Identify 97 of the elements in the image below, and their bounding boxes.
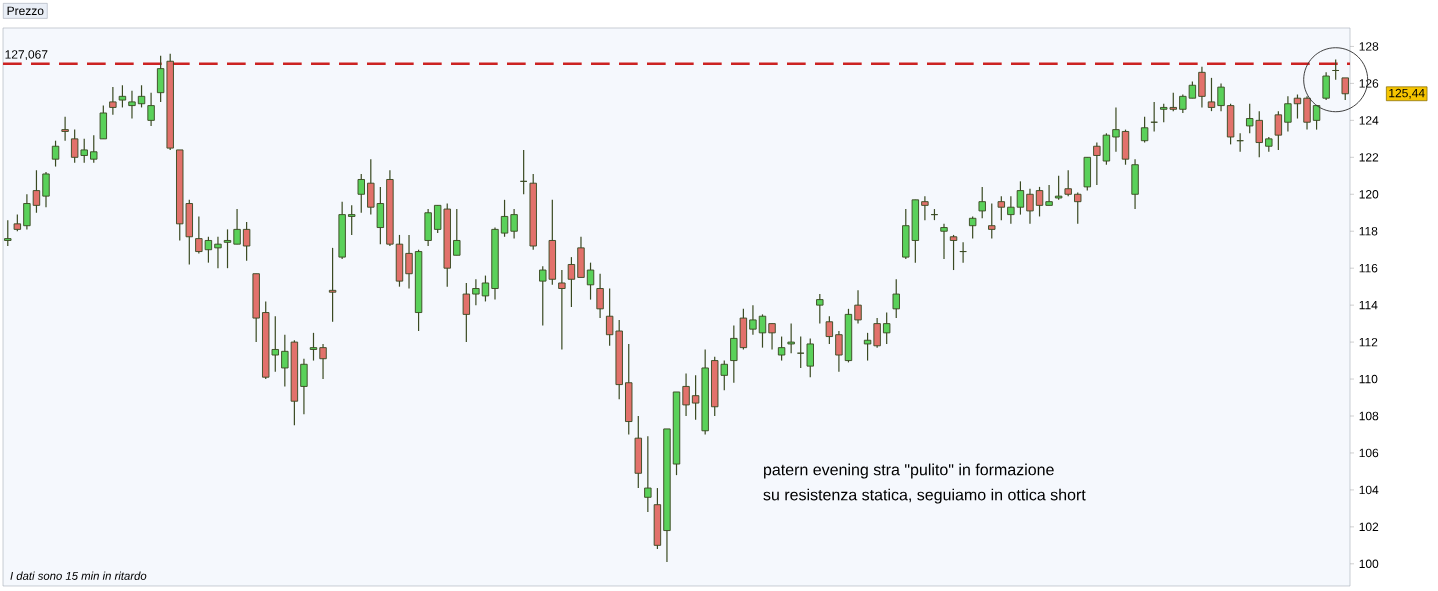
candlestick — [347, 204, 356, 236]
candlestick — [118, 84, 127, 109]
y-tick-label: 108 — [1359, 411, 1379, 421]
candlestick — [357, 173, 365, 214]
candlestick — [968, 215, 977, 240]
candlestick — [1341, 77, 1349, 101]
candlestick — [1054, 175, 1063, 201]
candlestick — [978, 186, 986, 219]
candlestick — [242, 221, 251, 262]
candlestick — [1093, 141, 1101, 186]
candlestick — [1112, 106, 1120, 153]
candlestick — [787, 323, 795, 354]
candlestick — [23, 193, 31, 230]
y-tick-label: 110 — [1359, 374, 1378, 384]
candlestick — [462, 282, 471, 343]
candlestick — [510, 208, 518, 240]
candlestick — [1312, 104, 1321, 131]
candlestick — [558, 269, 566, 351]
candlestick — [988, 202, 996, 240]
candlestick — [204, 236, 213, 264]
candlestick — [319, 343, 327, 380]
candlestick — [51, 140, 60, 168]
text: 125,44 — [1389, 88, 1425, 99]
candlestick — [32, 169, 41, 214]
candlestick — [309, 332, 318, 362]
candlestick — [195, 215, 203, 255]
candlestick — [1217, 82, 1225, 112]
candlestick — [300, 358, 308, 415]
candlestick — [128, 90, 136, 120]
candlestick — [481, 274, 490, 303]
candlestick — [453, 208, 461, 256]
y-tick-label: 126 — [1359, 79, 1379, 88]
candlestick — [777, 335, 786, 362]
candlestick — [1274, 110, 1283, 151]
candlestick — [1035, 186, 1044, 218]
y-tick-label: 102 — [1359, 522, 1379, 532]
candlestick — [682, 372, 690, 417]
candlestick — [758, 313, 767, 349]
candlestick — [90, 134, 98, 164]
candlestick — [500, 199, 509, 238]
candlestick — [816, 293, 824, 325]
candlestick — [949, 234, 958, 271]
candlestick — [586, 262, 595, 301]
y-tick-label: 120 — [1359, 190, 1379, 199]
candlestick — [873, 317, 881, 349]
candlestick — [328, 247, 337, 323]
candlestick — [997, 195, 1006, 221]
annotation: su resistenza statica, seguiamo in ottica short — [763, 488, 1086, 504]
candlestick — [233, 208, 241, 245]
candlestick — [147, 92, 155, 127]
candlestick — [109, 86, 117, 116]
candlestick — [854, 289, 862, 325]
candlestick — [940, 223, 948, 260]
candlestick — [596, 273, 604, 319]
annotation: I dati sono 15 min in ritardo — [10, 571, 147, 580]
candlestick — [214, 236, 222, 269]
candlestick — [567, 256, 576, 308]
candlestick — [1207, 77, 1216, 112]
candlestick — [892, 278, 900, 319]
annotation: patern evening stra "pulito" in formazione — [764, 463, 1054, 479]
candlestick — [61, 116, 69, 142]
candlestick — [472, 278, 480, 306]
y-tick-label: 112 — [1359, 337, 1378, 347]
candlestick — [1026, 188, 1034, 225]
y-tick-label: 122 — [1359, 153, 1379, 162]
candlestick — [137, 84, 146, 109]
candlestick — [882, 311, 891, 345]
candlestick — [405, 234, 413, 290]
candlestick — [921, 195, 929, 221]
y-tick-label: 128 — [1359, 42, 1379, 51]
chart-title: Prezzo — [7, 6, 44, 16]
candlestick — [806, 337, 814, 378]
candlestick — [1322, 71, 1330, 101]
candlestick — [768, 323, 776, 351]
candlestick — [863, 332, 872, 362]
candlestick — [1284, 95, 1292, 133]
candlestick — [1016, 180, 1025, 216]
candlestick — [4, 219, 12, 247]
candlestick — [835, 330, 843, 373]
ref-line-label: 127,067 — [5, 50, 48, 61]
y-tick-label: 100 — [1359, 559, 1379, 569]
candlestick — [1064, 169, 1072, 197]
candlestick — [1140, 116, 1149, 144]
y-tick-label: 114 — [1359, 301, 1378, 310]
y-tick-label: 118 — [1359, 226, 1378, 236]
candlestick — [749, 304, 757, 336]
y-tick-label: 106 — [1359, 448, 1379, 458]
candlestick — [1045, 184, 1053, 206]
candlestick — [223, 228, 232, 269]
y-tick-label: 104 — [1359, 485, 1379, 495]
candlestick — [1007, 195, 1015, 225]
y-tick-label: 116 — [1359, 263, 1378, 273]
candlestick — [825, 315, 834, 345]
candlestick — [1074, 191, 1082, 225]
candlestick — [42, 171, 50, 208]
candlestick — [644, 435, 652, 513]
y-tick-label: 124 — [1359, 116, 1379, 125]
